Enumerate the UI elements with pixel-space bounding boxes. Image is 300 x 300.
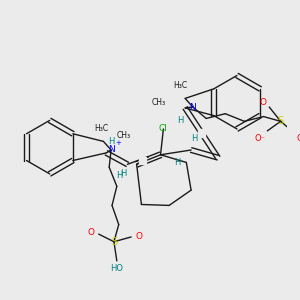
Text: CH₃: CH₃ (152, 98, 166, 107)
Text: S: S (278, 116, 284, 126)
Text: H: H (175, 158, 181, 167)
Text: O: O (296, 134, 300, 143)
Bar (139, 157, 146, 164)
Text: HO: HO (110, 264, 123, 273)
Text: O: O (135, 232, 142, 242)
Text: H: H (177, 116, 184, 125)
Text: S: S (111, 237, 117, 247)
Text: H: H (120, 169, 127, 178)
Text: H₃C: H₃C (173, 80, 188, 89)
Text: H: H (191, 134, 197, 143)
Text: Cl: Cl (159, 124, 168, 134)
Text: H: H (108, 137, 114, 146)
Text: H₃C: H₃C (94, 124, 109, 133)
Text: N: N (189, 103, 196, 112)
Text: H: H (116, 171, 123, 180)
Text: N: N (108, 146, 115, 154)
Text: O: O (88, 228, 94, 237)
Text: +: + (115, 140, 121, 146)
Text: CH₃: CH₃ (117, 131, 131, 140)
Bar (198, 129, 205, 136)
Text: O⁻: O⁻ (254, 134, 265, 143)
Text: O: O (260, 98, 267, 107)
